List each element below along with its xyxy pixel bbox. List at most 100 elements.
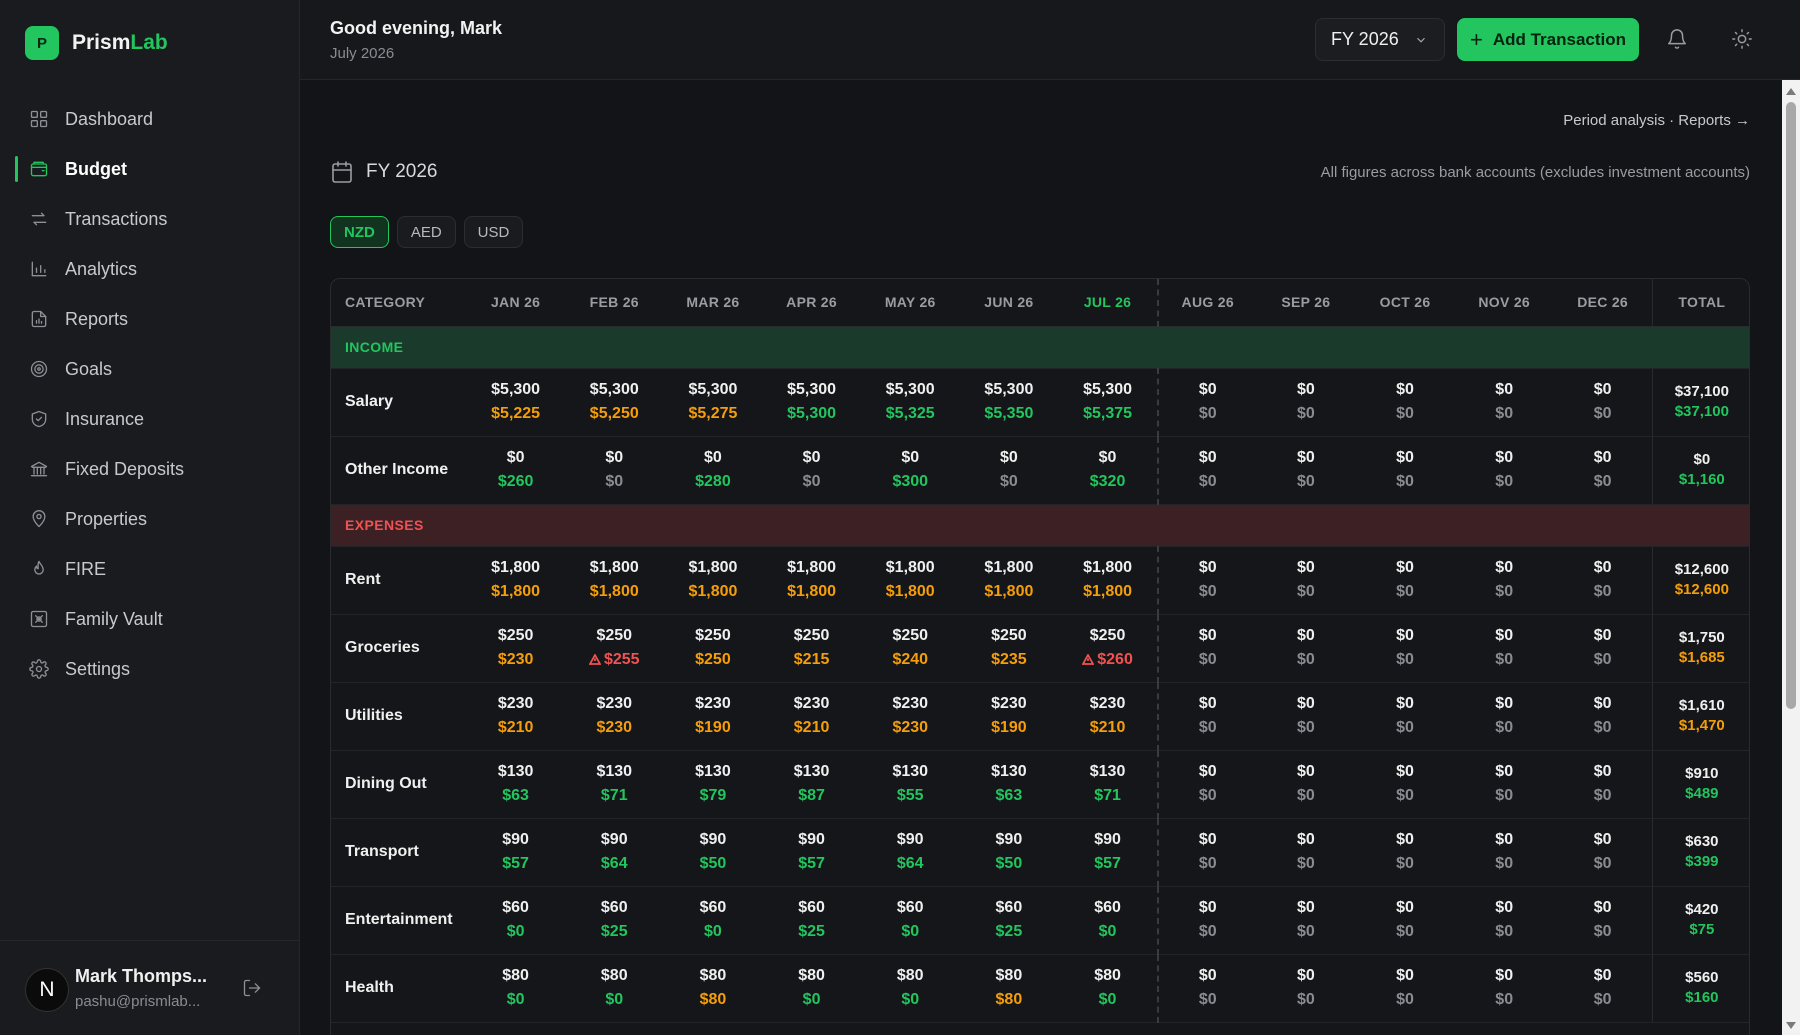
logout-icon bbox=[243, 979, 261, 997]
sidebar-item-goals[interactable]: Goals bbox=[15, 344, 285, 394]
budget-value: $5,300 bbox=[688, 381, 738, 398]
budget-value: $1,800 bbox=[1083, 559, 1133, 576]
actual-amount: $0 bbox=[1495, 787, 1514, 804]
table-row[interactable]: Groceries $250 $230 $250 $255 $250 $250 $250 $21… bbox=[331, 614, 1749, 683]
sidebar-item-label: Fixed Deposits bbox=[65, 458, 185, 479]
theme-toggle-button[interactable] bbox=[1731, 28, 1753, 50]
total-actual: $1,685 bbox=[1678, 649, 1725, 666]
actual-value: $5,225 bbox=[466, 402, 565, 426]
currency-tab-nzd[interactable]: NZD bbox=[330, 216, 389, 248]
actual-value: $260 bbox=[1058, 648, 1157, 672]
add-transaction-button[interactable]: + Add Transaction bbox=[1457, 18, 1639, 61]
table-cell: $60 $0 bbox=[1058, 886, 1159, 955]
actual-value: $50 bbox=[664, 852, 763, 876]
actual-value: $0 bbox=[1257, 852, 1356, 876]
currency-tab-aed[interactable]: AED bbox=[396, 216, 456, 248]
actual-value: $0 bbox=[1058, 920, 1157, 944]
logout-button[interactable] bbox=[242, 978, 262, 1003]
actual-amount: $0 bbox=[1593, 651, 1612, 668]
actual-amount: $0 bbox=[1296, 405, 1315, 422]
table-cell: $230 $210 bbox=[762, 682, 861, 751]
currency-tab-usd[interactable]: USD bbox=[463, 216, 524, 248]
sidebar-item-fire[interactable]: FIRE bbox=[15, 544, 285, 594]
notifications-button[interactable] bbox=[1666, 28, 1688, 50]
scroll-down-arrow[interactable] bbox=[1786, 1022, 1796, 1029]
sidebar-item-dashboard[interactable]: Dashboard bbox=[15, 94, 285, 144]
actual-value: $0 bbox=[1554, 988, 1652, 1012]
total-budget: $910 bbox=[1685, 765, 1719, 782]
actual-value: $0 bbox=[861, 988, 960, 1012]
table-row[interactable]: Transport $90 $57 $90 $64 $90 $50 $90 $57 $90 $64 $… bbox=[331, 818, 1749, 887]
reports-link[interactable]: Period analysis · Reports → bbox=[1563, 112, 1750, 129]
table-row[interactable]: Rent $1,800 $1,800 $1,800 $1,800 $1,800 $1,800… bbox=[331, 546, 1749, 615]
actual-amount: $0 bbox=[802, 473, 821, 490]
actual-amount: $230 bbox=[596, 719, 633, 736]
actual-value: $0 bbox=[1355, 988, 1455, 1012]
budget-value: $60 bbox=[1094, 899, 1121, 916]
row-total: $0 $1,160 bbox=[1651, 436, 1749, 505]
table-cell: $0 $0 bbox=[1355, 750, 1455, 819]
budget-value: $230 bbox=[596, 695, 633, 712]
budget-value: $1,800 bbox=[787, 559, 837, 576]
budget-value: $0 bbox=[1396, 763, 1414, 780]
actual-amount: $5,300 bbox=[787, 405, 837, 422]
table-cell: $5,300 $5,325 bbox=[860, 368, 960, 437]
table-cell: $0 $0 bbox=[1256, 436, 1356, 505]
table-row[interactable]: Utilities $230 $210 $230 $230 $230 $190 $230 $21… bbox=[331, 682, 1749, 751]
actual-amount: $5,250 bbox=[589, 405, 639, 422]
actual-value: $0 bbox=[1455, 852, 1554, 876]
table-row[interactable]: Entertainment $60 $0 $60 $25 $60 $0 $60 $25 $60 $0… bbox=[331, 886, 1749, 955]
avatar[interactable]: N bbox=[25, 968, 69, 1012]
actual-value: $0 bbox=[1554, 852, 1652, 876]
actual-value: $0 bbox=[664, 920, 763, 944]
actual-amount: $0 bbox=[1593, 787, 1612, 804]
sidebar-item-analytics[interactable]: Analytics bbox=[15, 244, 285, 294]
table-row[interactable]: Other Income $0 $260 $0 $0 $0 $280 $0 $0 $0 $300 $0… bbox=[331, 436, 1749, 505]
table-cell: $1,800 $1,800 bbox=[663, 546, 763, 615]
sidebar-item-label: Settings bbox=[65, 658, 131, 679]
sidebar-item-insurance[interactable]: Insurance bbox=[15, 394, 285, 444]
actual-value: $0 bbox=[861, 920, 960, 944]
fiscal-year-select[interactable]: FY 2026 bbox=[1315, 18, 1445, 61]
table-row[interactable]: Dining Out $130 $63 $130 $71 $130 $79 $130 $87 $1… bbox=[331, 750, 1749, 819]
sidebar-item-fixed-deposits[interactable]: Fixed Deposits bbox=[15, 444, 285, 494]
sidebar-item-settings[interactable]: Settings bbox=[15, 644, 285, 694]
scroll-up-arrow[interactable] bbox=[1786, 88, 1796, 95]
sidebar-item-reports[interactable]: Reports bbox=[15, 294, 285, 344]
actual-value: $230 bbox=[861, 716, 960, 740]
budget-value: $250 bbox=[991, 627, 1027, 644]
budget-value: $0 bbox=[1396, 831, 1414, 848]
table-cell: $0 $0 bbox=[1553, 614, 1653, 683]
sidebar-item-properties[interactable]: Properties bbox=[15, 494, 285, 544]
actual-value: $0 bbox=[1455, 402, 1554, 426]
budget-value: $0 bbox=[1198, 899, 1217, 916]
table-row[interactable]: Health $80 $0 $80 $0 $80 $80 $80 $0 $80 $0 $80 $80 $8… bbox=[331, 954, 1749, 1023]
budget-value: $0 bbox=[1198, 967, 1217, 984]
scroll-thumb[interactable] bbox=[1786, 102, 1796, 709]
budget-value: $80 bbox=[1094, 967, 1121, 984]
budget-value: $250 bbox=[892, 627, 929, 644]
table-row[interactable]: Salary $5,300 $5,225 $5,300 $5,250 $5,300 $5,2… bbox=[331, 368, 1749, 437]
actual-value: $0 bbox=[1159, 920, 1257, 944]
budget-value: $250 bbox=[1089, 627, 1126, 644]
actual-value: $64 bbox=[861, 852, 960, 876]
actual-value: $0 bbox=[1257, 716, 1356, 740]
sidebar-item-transactions[interactable]: Transactions bbox=[15, 194, 285, 244]
scrollbar[interactable] bbox=[1782, 80, 1800, 1035]
actual-value: $215 bbox=[762, 648, 861, 672]
app-logo[interactable]: P PrismLab bbox=[25, 26, 168, 60]
actual-amount: $1,800 bbox=[688, 583, 738, 600]
budget-value: $0 bbox=[1098, 449, 1117, 466]
budget-value: $90 bbox=[896, 831, 924, 848]
budget-value: $0 bbox=[1593, 831, 1612, 848]
table-cell: $90 $50 bbox=[959, 818, 1059, 887]
sidebar-item-budget[interactable]: Budget bbox=[15, 144, 285, 194]
budget-value: $90 bbox=[1094, 831, 1121, 848]
table-cell: $0 $0 bbox=[1355, 614, 1455, 683]
expenses-section: EXPENSES bbox=[331, 504, 1749, 547]
bank-icon bbox=[30, 461, 48, 477]
actual-value: $0 bbox=[762, 988, 861, 1012]
sidebar-item-family-vault[interactable]: Family Vault bbox=[15, 594, 285, 644]
budget-value: $0 bbox=[1396, 381, 1414, 398]
budget-value: $0 bbox=[1495, 899, 1514, 916]
